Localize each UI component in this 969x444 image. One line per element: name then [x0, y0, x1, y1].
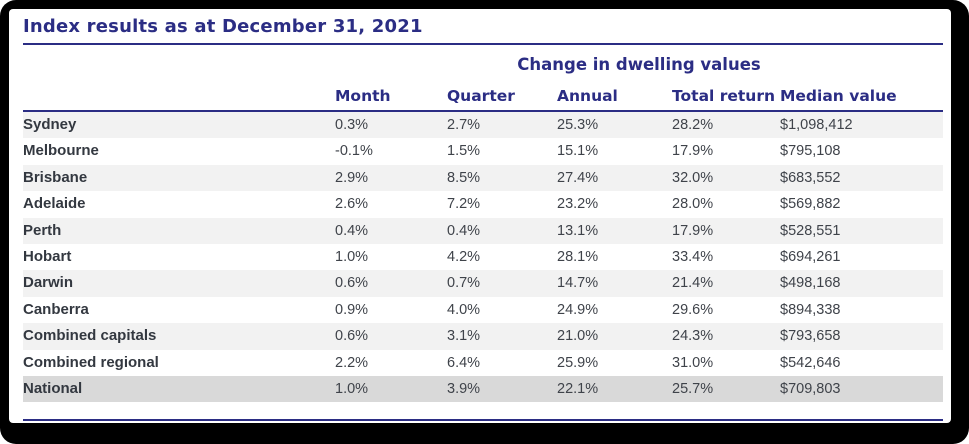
- table-row: Perth 0.4% 0.4% 13.1% 17.9% $528,551: [23, 217, 943, 244]
- cell-annual: 25.3%: [557, 117, 599, 133]
- table-row: Combined capitals 0.6% 3.1% 21.0% 24.3% $793,…: [23, 323, 943, 350]
- cell-quarter: 2.7%: [447, 117, 481, 133]
- cell-annual: 22.1%: [557, 380, 599, 397]
- cell-annual: 25.9%: [557, 354, 599, 371]
- page-title: Index results as at December 31, 2021: [23, 16, 423, 37]
- row-label: Brisbane: [23, 168, 88, 186]
- table-row: Combined regional 2.2% 6.4% 25.9% 31.0% $542,…: [23, 350, 943, 376]
- table-row: National 1.0% 3.9% 22.1% 25.7% $709,803: [23, 375, 943, 403]
- column-header-row: Month Quarter Annual Total return Median val…: [23, 75, 943, 110]
- table-row: Melbourne -0.1% 1.5% 15.1% 17.9% $795,108: [23, 138, 943, 164]
- header-divider: [23, 110, 943, 112]
- cell-annual: 23.2%: [557, 196, 599, 213]
- cell-annual: 15.1%: [557, 143, 599, 160]
- group-header: Change in dwelling values: [517, 54, 761, 74]
- column-header-total-return: Total return: [672, 87, 776, 105]
- cell-total-return: 25.7%: [672, 380, 714, 397]
- cell-quarter: 6.4%: [447, 354, 481, 371]
- cell-total-return: 21.4%: [672, 275, 714, 292]
- row-label: Combined regional: [23, 353, 159, 371]
- cell-total-return: 29.6%: [672, 301, 714, 318]
- cell-annual: 27.4%: [557, 169, 599, 186]
- cell-median-value: $894,338: [780, 301, 841, 318]
- cell-total-return: 17.9%: [672, 222, 714, 239]
- cell-quarter: 1.5%: [447, 143, 481, 160]
- cell-quarter: 3.9%: [447, 380, 481, 397]
- cell-annual: 24.9%: [557, 301, 599, 318]
- cell-month: 0.3%: [335, 117, 369, 133]
- cell-median-value: $709,803: [780, 380, 841, 397]
- bottom-divider: [23, 419, 943, 422]
- row-label: Melbourne: [23, 142, 99, 160]
- cell-total-return: 28.2%: [672, 117, 714, 133]
- cell-quarter: 0.4%: [447, 222, 481, 239]
- cell-quarter: 8.5%: [447, 169, 481, 186]
- row-label: Perth: [23, 221, 62, 239]
- cell-median-value: $795,108: [780, 143, 841, 160]
- cell-total-return: 28.0%: [672, 196, 714, 213]
- row-label: Sydney: [23, 116, 77, 133]
- cell-median-value: $1,098,412: [780, 117, 853, 133]
- cell-month: 2.2%: [335, 354, 369, 371]
- cell-annual: 13.1%: [557, 222, 599, 239]
- cell-total-return: 24.3%: [672, 328, 714, 345]
- table-row: Canberra 0.9% 4.0% 24.9% 29.6% $894,338: [23, 297, 943, 323]
- cell-annual: 28.1%: [557, 248, 599, 265]
- title-divider: [23, 43, 943, 45]
- cell-median-value: $542,646: [780, 354, 841, 371]
- cell-median-value: $498,168: [780, 275, 841, 292]
- cell-quarter: 4.2%: [447, 248, 481, 265]
- cell-month: 1.0%: [335, 380, 369, 397]
- row-label: Hobart: [23, 247, 72, 265]
- cell-total-return: 33.4%: [672, 248, 714, 265]
- table-body: Sydney 0.3% 2.7% 25.3% 28.2% $1,098,412 Melbou…: [23, 112, 943, 403]
- cell-median-value: $683,552: [780, 169, 841, 186]
- cell-month: 2.6%: [335, 196, 369, 213]
- cell-month: 0.6%: [335, 275, 369, 292]
- table-row: Hobart 1.0% 4.2% 28.1% 33.4% $694,261: [23, 244, 943, 270]
- cell-annual: 21.0%: [557, 328, 599, 345]
- cell-annual: 14.7%: [557, 275, 599, 292]
- cell-median-value: $528,551: [780, 222, 841, 239]
- table-row: Adelaide 2.6% 7.2% 23.2% 28.0% $569,882: [23, 191, 943, 217]
- cell-month: 0.4%: [335, 222, 369, 239]
- column-header-annual: Annual: [557, 87, 618, 105]
- column-header-quarter: Quarter: [447, 87, 515, 105]
- row-label: Adelaide: [23, 195, 86, 213]
- table-row: Sydney 0.3% 2.7% 25.3% 28.2% $1,098,412: [23, 112, 943, 139]
- cell-month: 2.9%: [335, 169, 369, 186]
- cell-quarter: 4.0%: [447, 301, 481, 318]
- row-label: Darwin: [23, 274, 74, 292]
- cell-quarter: 7.2%: [447, 196, 481, 213]
- cell-median-value: $694,261: [780, 248, 841, 265]
- cell-total-return: 32.0%: [672, 169, 714, 186]
- cell-median-value: $793,658: [780, 328, 841, 345]
- cell-median-value: $569,882: [780, 196, 841, 213]
- cell-month: 0.9%: [335, 301, 369, 318]
- cell-month: -0.1%: [335, 143, 373, 160]
- group-header-row: Change in dwelling values: [23, 53, 943, 75]
- row-label: Canberra: [23, 300, 89, 318]
- cell-total-return: 31.0%: [672, 354, 714, 371]
- cell-quarter: 0.7%: [447, 275, 481, 292]
- cell-quarter: 3.1%: [447, 328, 481, 345]
- cell-month: 0.6%: [335, 328, 369, 345]
- row-label: Combined capitals: [23, 327, 157, 345]
- column-header-median-value: Median value: [780, 87, 897, 105]
- cell-month: 1.0%: [335, 248, 369, 265]
- results-table-card: Index results as at December 31, 2021 Ch…: [9, 9, 951, 423]
- table-row: Darwin 0.6% 0.7% 14.7% 21.4% $498,168: [23, 270, 943, 297]
- row-label: National: [23, 379, 83, 397]
- column-header-month: Month: [335, 87, 391, 105]
- cell-total-return: 17.9%: [672, 143, 714, 160]
- table-row: Brisbane 2.9% 8.5% 27.4% 32.0% $683,552: [23, 164, 943, 192]
